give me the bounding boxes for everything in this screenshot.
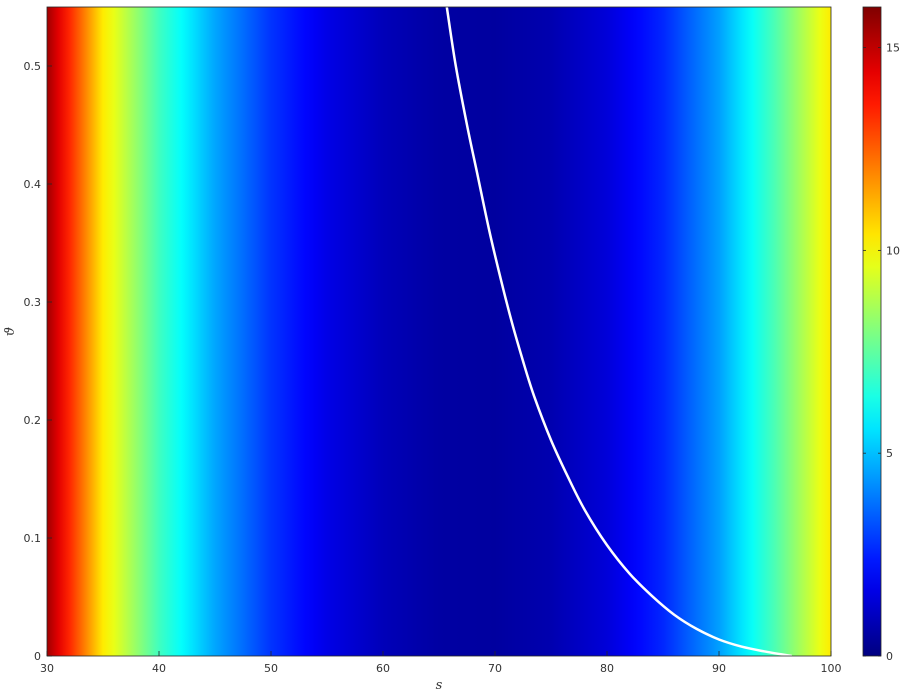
colorbar-tick-label: 10 bbox=[886, 244, 900, 257]
y-tick-label: 0 bbox=[34, 650, 41, 663]
x-tick-label: 100 bbox=[821, 662, 842, 675]
colorbar-ticks: 0 5 10 15 bbox=[863, 42, 900, 663]
x-tick-label: 80 bbox=[600, 662, 614, 675]
y-tick-label: 0.4 bbox=[24, 178, 42, 191]
y-tick-label: 0.5 bbox=[24, 60, 42, 73]
colorbar-tick-label: 0 bbox=[886, 650, 893, 663]
x-tick-label: 90 bbox=[712, 662, 726, 675]
plot-area bbox=[46, 6, 832, 658]
x-tick-label: 60 bbox=[376, 662, 390, 675]
colorbar: 0 5 10 15 bbox=[862, 6, 900, 663]
colorbar-strip bbox=[862, 6, 882, 657]
y-tick-label: 0.2 bbox=[24, 414, 42, 427]
x-tick-label: 70 bbox=[488, 662, 502, 675]
y-axis-label: ϑ bbox=[3, 327, 18, 336]
heatmap-field bbox=[47, 7, 831, 656]
x-tick-label: 50 bbox=[264, 662, 278, 675]
colorbar-tick-label: 5 bbox=[886, 447, 893, 460]
x-axis-label: s bbox=[436, 678, 443, 692]
white-curve bbox=[445, 6, 793, 658]
x-tick-label: 40 bbox=[152, 662, 166, 675]
x-tick-label: 30 bbox=[40, 662, 54, 675]
colorbar-tick-label: 15 bbox=[886, 42, 900, 55]
x-axis: 30 40 50 60 70 80 90 100 bbox=[40, 651, 842, 675]
plot-frame bbox=[46, 6, 832, 657]
y-tick-label: 0.3 bbox=[24, 296, 42, 309]
y-axis: 0 0.1 0.2 0.3 0.4 0.5 bbox=[24, 60, 52, 663]
y-tick-label: 0.1 bbox=[24, 532, 42, 545]
